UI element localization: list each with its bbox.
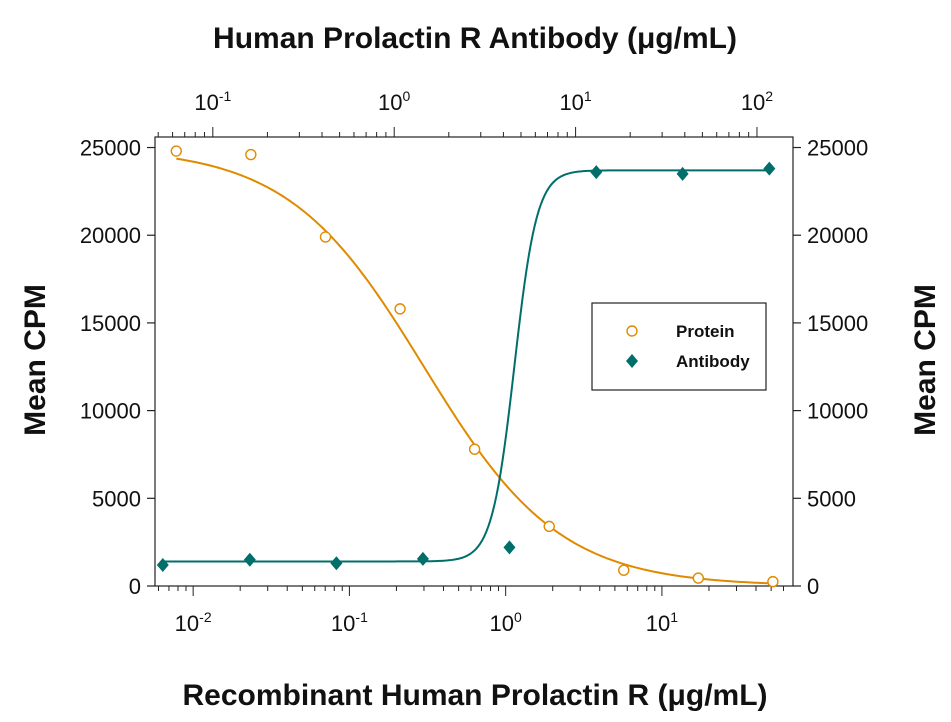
x-top-tick-label: 100 xyxy=(378,88,410,115)
y-tick-label-right: 20000 xyxy=(807,223,868,248)
point-antibody xyxy=(156,557,169,572)
y-tick-label-left: 0 xyxy=(129,574,141,599)
point-protein xyxy=(170,145,182,157)
point-antibody xyxy=(590,165,603,180)
legend-label-antibody: Antibody xyxy=(676,352,750,371)
legend-box xyxy=(591,302,767,391)
y-axis-label-right: Mean CPM xyxy=(909,284,942,436)
y-axis-label-left: Mean CPM xyxy=(19,284,52,436)
axes: 0 0 5000 5000 10000 10000 15000 15000 20000 20000… xyxy=(80,88,868,636)
legend: Protein Antibody xyxy=(591,302,767,391)
y-tick-label-right: 15000 xyxy=(807,311,868,336)
x-bottom-tick-label: 101 xyxy=(646,609,678,636)
point-protein xyxy=(468,443,481,455)
y-tick-label-left: 5000 xyxy=(92,486,141,511)
point-protein xyxy=(543,520,555,533)
y-tick-label-right: 5000 xyxy=(807,486,856,511)
point-protein xyxy=(394,303,406,315)
legend-label-protein: Protein xyxy=(676,322,735,341)
y-tick-label-left: 20000 xyxy=(80,223,141,248)
point-antibody xyxy=(763,161,776,176)
point-protein xyxy=(618,564,630,576)
x-axis-label: Recombinant Human Prolactin R (μg/mL) xyxy=(182,679,767,712)
point-antibody xyxy=(330,556,343,571)
point-protein xyxy=(319,231,332,243)
x-top-tick-label: 102 xyxy=(741,88,773,115)
y-tick-label-left: 15000 xyxy=(80,311,141,336)
y-tick-label-right: 10000 xyxy=(807,399,868,424)
plot-area-frame xyxy=(154,136,794,587)
data-points xyxy=(156,145,779,588)
y-tick-label-right: 0 xyxy=(807,574,819,599)
point-protein xyxy=(245,148,257,161)
y-tick-label-left: 10000 xyxy=(80,399,141,424)
x-top-tick-label: 101 xyxy=(559,88,591,115)
y-tick-label-right: 25000 xyxy=(807,136,868,161)
x-top-tick-label: 10-1 xyxy=(194,88,231,115)
x-bottom-tick-label: 10-2 xyxy=(175,609,212,636)
fit-curve-antibody xyxy=(162,169,770,563)
legend-marker-protein xyxy=(626,325,638,337)
x-bottom-tick-label: 10-1 xyxy=(331,609,368,636)
point-antibody xyxy=(503,540,516,555)
point-antibody xyxy=(676,166,689,181)
point-antibody xyxy=(243,552,256,567)
y-tick-label-left: 25000 xyxy=(80,136,141,161)
point-protein xyxy=(767,575,779,588)
point-protein xyxy=(692,572,705,584)
point-antibody xyxy=(416,551,429,566)
chart-title: Human Prolactin R Antibody (μg/mL) xyxy=(213,22,737,55)
x-bottom-tick-label: 100 xyxy=(490,609,522,636)
legend-marker-antibody xyxy=(626,354,638,368)
